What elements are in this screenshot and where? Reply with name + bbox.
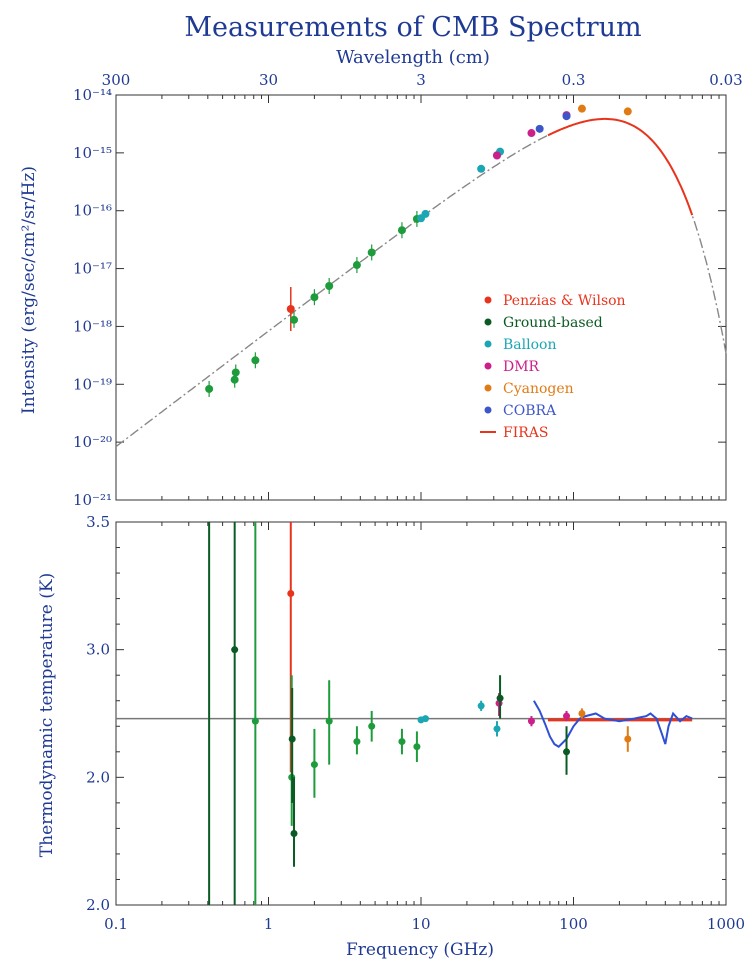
data-point — [310, 293, 319, 302]
temperature-point — [493, 725, 501, 733]
data-point — [562, 112, 571, 121]
data-point — [290, 315, 299, 324]
data-point — [251, 356, 260, 365]
y-tick-label: 10⁻¹⁵ — [73, 144, 112, 162]
intensity-panel: 300 30 3 0.3 0.03 10⁻¹⁴ 10⁻¹⁵ 10⁻¹⁶ 10⁻¹⁷ 10⁻¹⁸ 10… — [73, 71, 743, 509]
x-tick-label: 100 — [559, 915, 588, 933]
data-point — [535, 124, 544, 133]
y-tick-label: 10⁻²¹ — [73, 491, 112, 509]
data-point — [205, 384, 214, 393]
temperature-point — [477, 702, 485, 710]
y-tick-label: 10⁻²⁰ — [73, 433, 112, 451]
y-tick-label: 10⁻¹⁷ — [73, 260, 112, 278]
legend-label: Cyanogen — [503, 381, 574, 397]
x-tick-label: 10 — [411, 915, 430, 933]
legend: Penzias & Wilson Ground-based Balloon DMR Cy… — [480, 293, 626, 441]
y-tick-label: 2.0 — [86, 896, 110, 914]
y-tick-label: 10⁻¹⁹ — [73, 375, 112, 393]
legend-label: Ground-based — [503, 315, 603, 331]
temperature-point — [325, 717, 333, 725]
wavelength-tick-label: 0.03 — [709, 71, 742, 89]
legend-label: Balloon — [503, 337, 556, 353]
temperature-point — [563, 748, 571, 756]
y-tick-label: 3.0 — [86, 641, 110, 659]
wavelength-tick-label: 30 — [259, 71, 278, 89]
x-tick-label: 0.1 — [104, 915, 128, 933]
data-point — [230, 375, 239, 384]
planck-model-curve — [115, 118, 727, 448]
y-axis-label-intensity: Intensity (erg/sec/cm²/sr/Hz) — [19, 166, 39, 414]
temperature-point — [310, 761, 318, 769]
data-point — [577, 104, 586, 113]
data-point — [286, 305, 295, 314]
temperature-point — [624, 735, 632, 743]
legend-label: Penzias & Wilson — [503, 293, 626, 309]
y-tick-label: 3.5 — [86, 513, 110, 531]
x-tick-label: 1000 — [707, 915, 745, 933]
legend-marker — [484, 362, 492, 370]
cobra-curve — [533, 700, 693, 748]
legend-marker — [484, 318, 492, 326]
data-point — [325, 281, 334, 290]
y-tick-label: 2.0 — [86, 768, 110, 786]
temperature-point — [563, 712, 571, 720]
legend-label: FIRAS — [503, 425, 549, 441]
temperature-point — [496, 694, 504, 702]
legend-label: COBRA — [503, 403, 557, 419]
temperature-point — [578, 710, 586, 717]
temperature-point — [353, 738, 361, 746]
temperature-point — [251, 717, 259, 725]
data-point — [397, 226, 406, 235]
temperature-point — [288, 735, 296, 743]
x-axis-label: Frequency (GHz) — [346, 940, 494, 960]
wavelength-tick-label: 3 — [416, 71, 426, 89]
legend-marker — [484, 296, 492, 304]
data-point — [231, 368, 240, 377]
temperature-point — [421, 715, 429, 723]
temperature-point — [287, 589, 295, 597]
chart-title: Measurements of CMB Spectrum — [184, 12, 641, 43]
legend-label: DMR — [503, 359, 540, 375]
legend-marker — [484, 406, 492, 414]
data-point — [527, 129, 536, 138]
x-tick-label: 1 — [264, 915, 274, 933]
temperature-point — [398, 738, 406, 746]
data-point — [623, 107, 632, 116]
temperature-point — [413, 743, 421, 751]
data-point — [352, 261, 361, 270]
data-point — [367, 248, 376, 257]
firas-spectrum-line — [547, 117, 694, 216]
temperature-point — [368, 722, 376, 730]
temperature-plot-frame — [115, 521, 727, 906]
data-point — [492, 151, 501, 160]
data-point — [421, 209, 430, 218]
y-tick-label: 10⁻¹⁸ — [73, 317, 112, 335]
legend-marker — [484, 384, 492, 392]
y-tick-label: 10⁻¹⁶ — [73, 202, 112, 220]
wavelength-tick-label: 300 — [102, 71, 131, 89]
temperature-panel: 0.1 1 10 100 1000 2.0 2.0 3.0 3.5 — [86, 513, 745, 933]
y-tick-label: 10⁻¹⁴ — [73, 86, 112, 104]
y-axis-label-temperature: Thermodynamic temperature (K) — [37, 573, 57, 857]
temperature-point — [527, 717, 535, 725]
intensity-plot-frame — [115, 94, 727, 501]
wavelength-tick-label: 0.3 — [562, 71, 586, 89]
top-axis-label: Wavelength (cm) — [336, 47, 490, 68]
temperature-point — [290, 830, 298, 838]
temperature-point — [231, 646, 239, 654]
legend-marker — [484, 340, 492, 348]
data-point — [477, 164, 486, 173]
